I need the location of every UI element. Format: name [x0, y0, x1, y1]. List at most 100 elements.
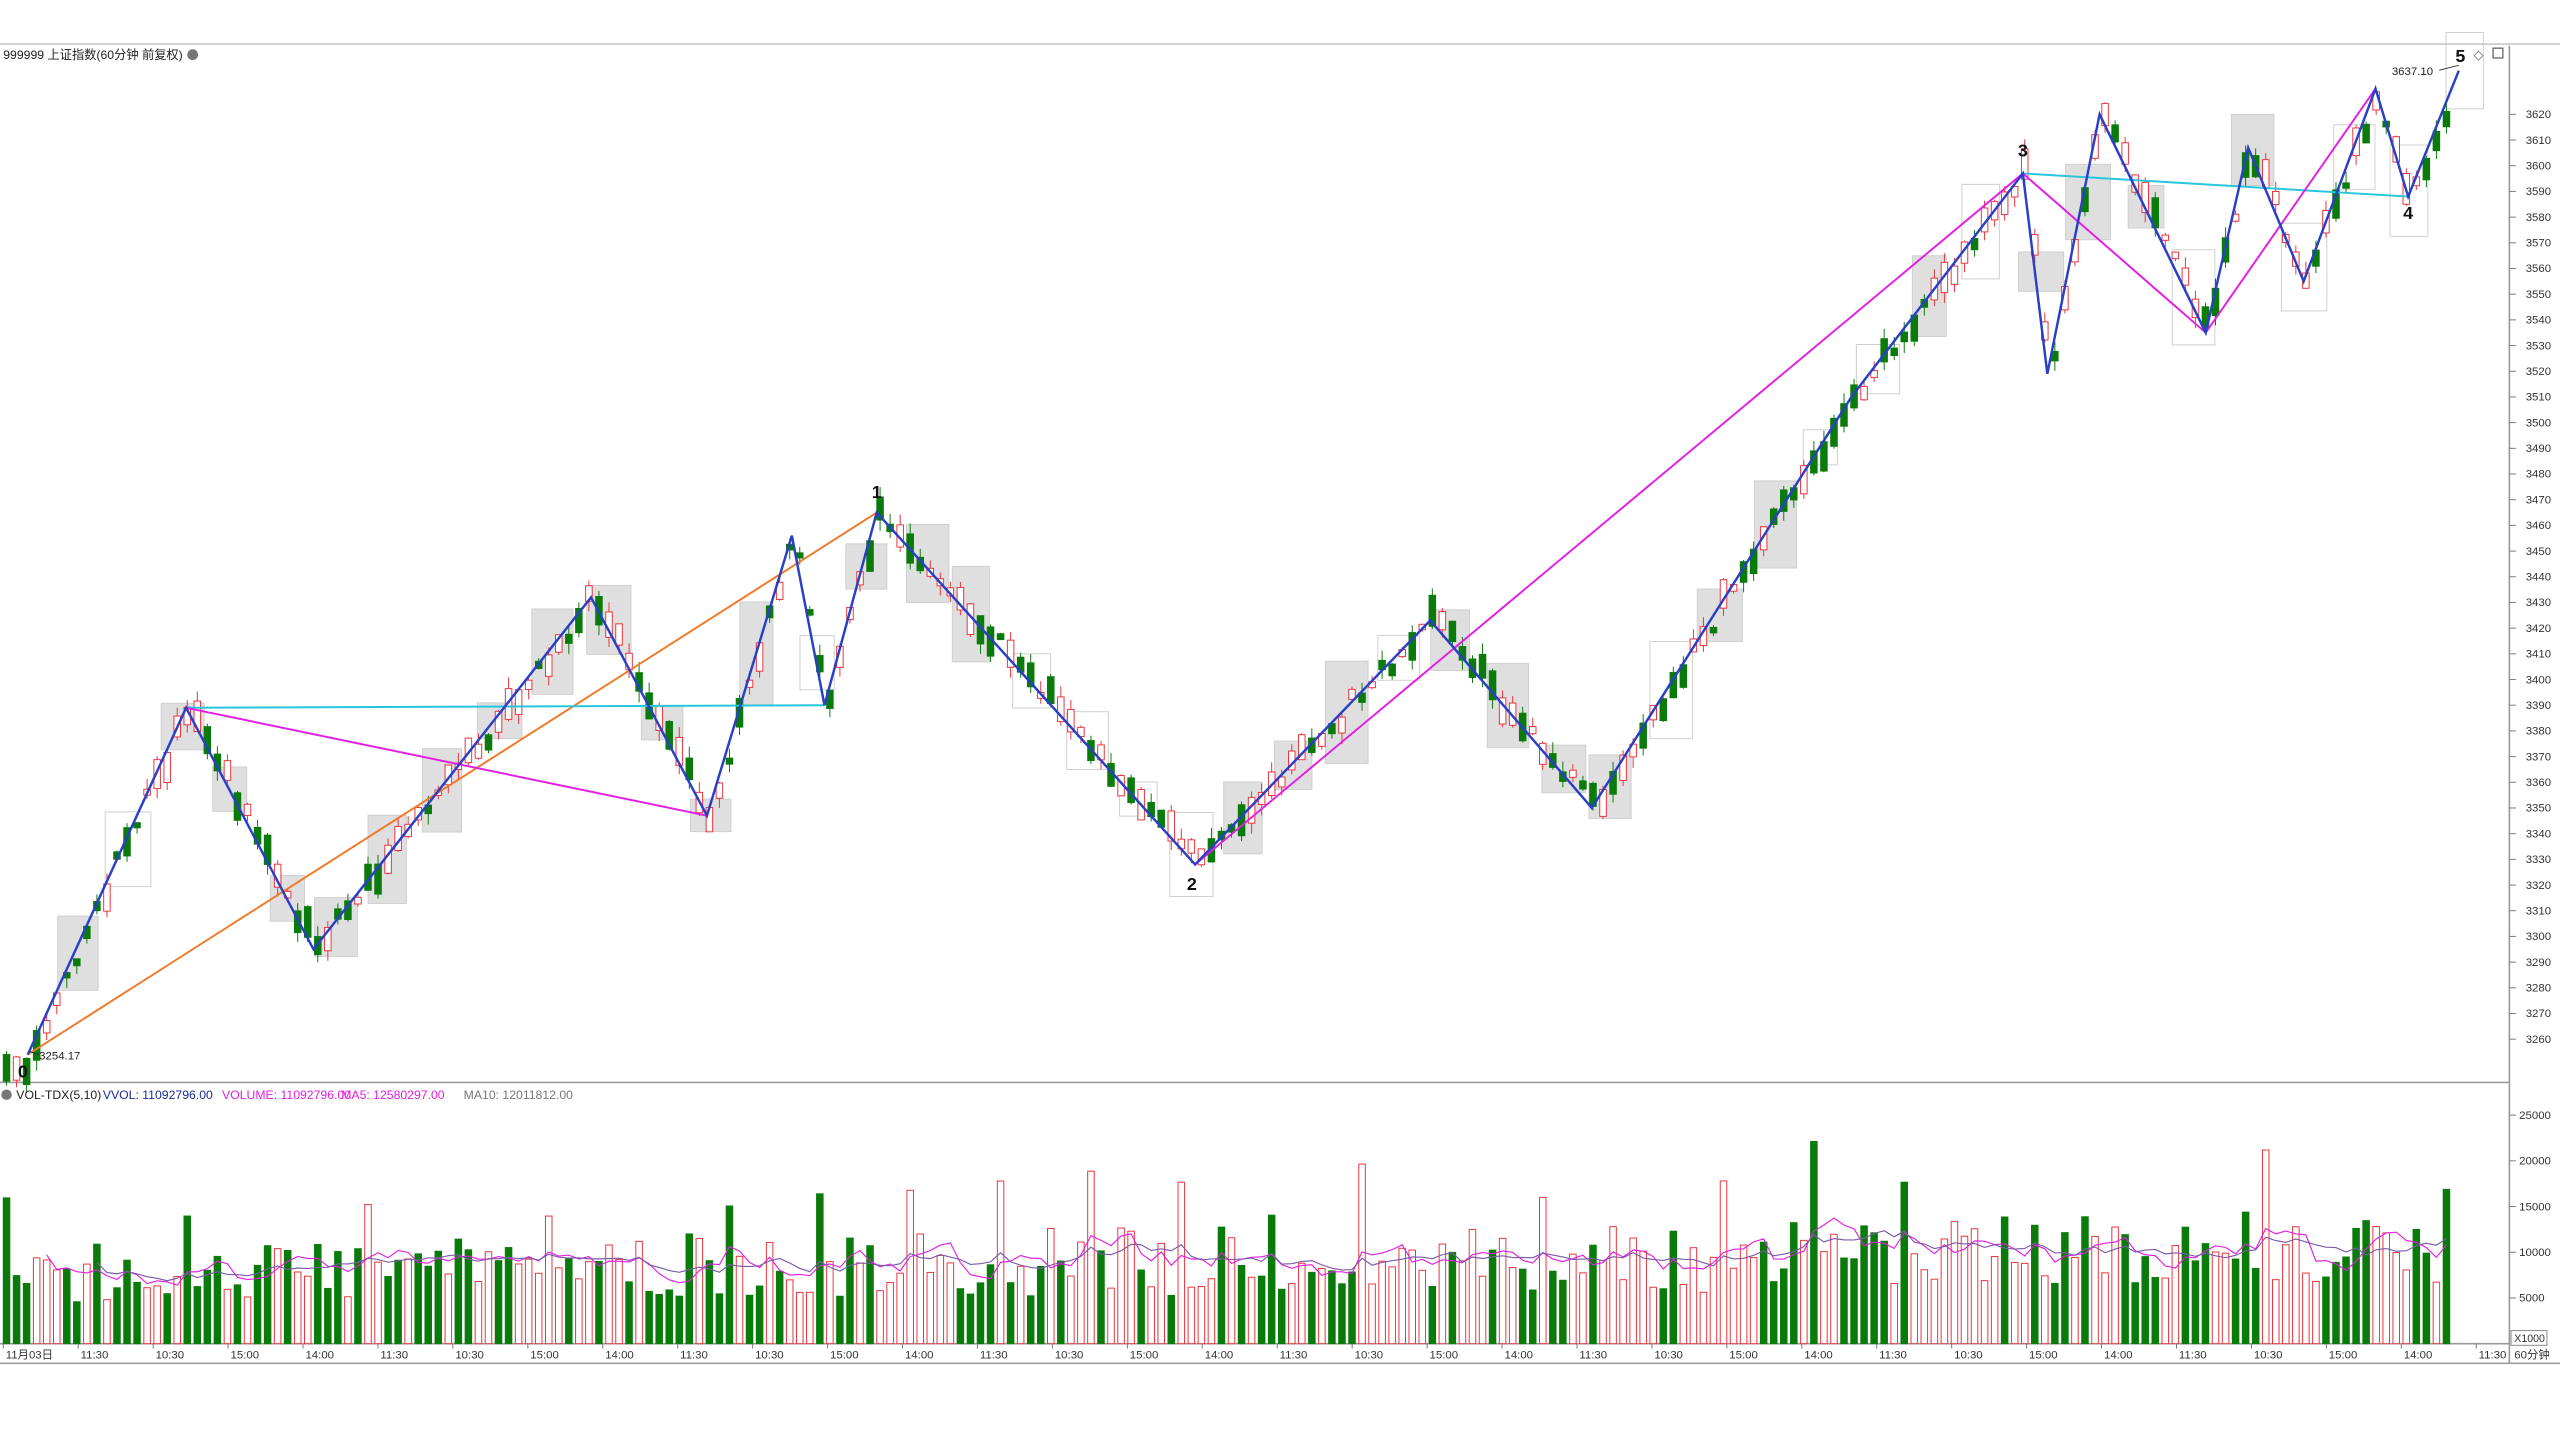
volume-bar	[1187, 1286, 1196, 1345]
window-toggle-icon[interactable]	[2492, 47, 2504, 59]
candle-body	[1338, 716, 1346, 734]
volume-bar	[2261, 1149, 2270, 1345]
time-tick-label: 10:30	[455, 1349, 484, 1361]
price-tick-label: 3480	[2526, 469, 2551, 481]
volume-bar	[745, 1294, 754, 1345]
candle-body	[2272, 190, 2280, 206]
candle-body	[2342, 182, 2350, 189]
candle-body	[1047, 676, 1055, 705]
time-tick-label: 14:00	[905, 1349, 934, 1361]
volume-bar	[2141, 1256, 2149, 1345]
volume-bar	[1458, 1260, 1467, 1345]
volume-bar	[1328, 1270, 1336, 1345]
candle-body	[1026, 662, 1035, 688]
volume-bar	[936, 1255, 945, 1345]
price-tick-label: 3390	[2526, 700, 2551, 712]
volume-bar	[2372, 1225, 2380, 1345]
price-tick-label: 3550	[2526, 289, 2551, 301]
candle-body	[615, 623, 623, 646]
volume-bar	[83, 1263, 91, 1345]
price-box	[1066, 711, 1109, 770]
volume-bar	[1257, 1275, 1266, 1345]
price-tick-label: 3450	[2526, 546, 2551, 558]
volume-bar	[484, 1251, 493, 1345]
volume-bar	[1940, 1238, 1949, 1345]
price-box	[2171, 249, 2216, 346]
candle-body	[1800, 465, 1808, 495]
volume-bar	[2352, 1227, 2360, 1345]
volume-bar	[1820, 1251, 1828, 1345]
volume-bar	[1679, 1283, 1688, 1345]
candle-body	[1358, 692, 1366, 703]
diamond-icon[interactable]: ◇	[2473, 47, 2483, 62]
settings-icon[interactable]	[187, 49, 199, 61]
time-tick-label: 15:00	[2329, 1349, 2358, 1361]
volume-bar	[2221, 1252, 2230, 1345]
period-label: 60分钟	[2514, 1347, 2550, 1361]
volume-bar	[705, 1260, 714, 1345]
volume-bar	[866, 1245, 874, 1345]
volume-bar	[755, 1285, 764, 1345]
volume-bar	[605, 1244, 613, 1345]
volume-bar	[1478, 1275, 1487, 1345]
candle-body	[956, 586, 965, 611]
candle-body	[494, 710, 503, 733]
volume-bar	[1639, 1250, 1647, 1345]
unit-box	[2510, 1330, 2548, 1346]
price-tick-label: 3510	[2526, 392, 2551, 404]
volume-series	[2, 1140, 2451, 1345]
time-tick-label: 14:00	[605, 1349, 634, 1361]
vol-settings-icon[interactable]	[1, 1089, 12, 1100]
trend-line-orange	[27, 511, 878, 1056]
candle-body	[665, 720, 673, 750]
price-box	[2389, 144, 2429, 237]
volume-bar	[645, 1290, 653, 1345]
volume-bar	[1127, 1230, 1135, 1345]
price-panel-title: 999999 上证指数(60分钟 前复权)	[3, 47, 182, 62]
volume-bar	[173, 1276, 181, 1345]
time-tick-label: 10:30	[1654, 1349, 1683, 1361]
volume-bar	[1006, 1282, 1015, 1345]
volume-bar	[1217, 1226, 1226, 1345]
candle-body	[223, 760, 232, 781]
volume-tick-label: 15000	[2519, 1201, 2551, 1213]
volume-bar	[1729, 1267, 1738, 1345]
volume-tick-label: 5000	[2519, 1293, 2544, 1305]
wave-label-5: 5	[2455, 46, 2465, 66]
volume-tick-label: 10000	[2519, 1247, 2551, 1259]
volume-bar	[2332, 1261, 2340, 1345]
candle-body	[1488, 670, 1497, 701]
price-tick-label: 3430	[2526, 597, 2551, 609]
volume-bar	[1147, 1286, 1155, 1345]
candle-body	[996, 633, 1005, 641]
candle-body	[735, 698, 744, 728]
volume-bar	[1137, 1269, 1145, 1345]
volume-bar	[575, 1278, 583, 1345]
volume-bar	[73, 1301, 81, 1345]
volume-bar	[1860, 1225, 1868, 1345]
candle-body	[243, 803, 252, 817]
volume-bar	[2282, 1244, 2290, 1345]
candle-body	[1569, 769, 1577, 778]
time-tick-label: 14:00	[305, 1349, 334, 1361]
volume-bar	[1087, 1170, 1095, 1345]
candle-body	[876, 496, 884, 521]
volume-bar	[1528, 1289, 1537, 1345]
candle-body	[1659, 698, 1668, 722]
volume-bar	[585, 1261, 593, 1345]
volume-tick-label: 25000	[2519, 1110, 2551, 1122]
volume-bar	[1358, 1163, 1366, 1345]
volume-bar	[1900, 1181, 1908, 1345]
volume-bar	[434, 1250, 443, 1345]
volume-bar	[876, 1290, 884, 1345]
volume-bar	[2251, 1267, 2260, 1345]
volume-bar	[293, 1271, 302, 1345]
price-tick-label: 3530	[2526, 340, 2551, 352]
volume-bar	[1559, 1279, 1567, 1345]
volume-bar	[1308, 1271, 1316, 1345]
volume-bar	[1709, 1256, 1718, 1345]
volume-bar	[1990, 1256, 1999, 1345]
volume-value: VOLUME: 11092796.00	[222, 1088, 351, 1102]
price-box	[531, 608, 574, 695]
